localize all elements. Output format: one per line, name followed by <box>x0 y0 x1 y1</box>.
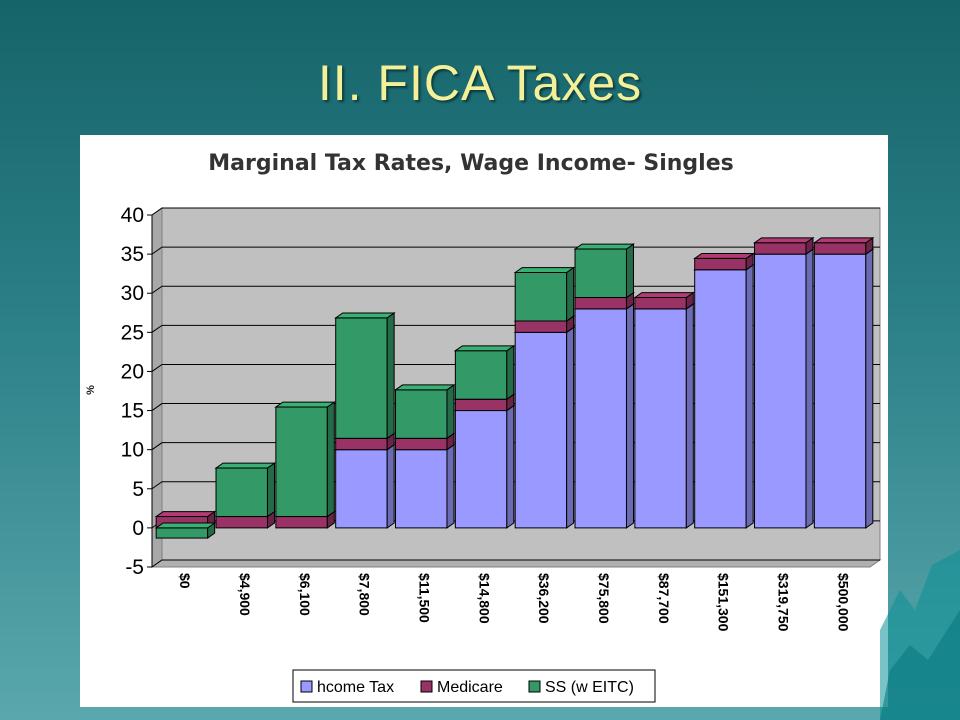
ss-bar <box>453 344 516 401</box>
chart-floor <box>150 559 882 568</box>
y-tick-label: 20 <box>121 360 144 383</box>
chart-panel: Marginal Tax Rates, Wage Income- Singles… <box>80 135 888 707</box>
income-tax-bar <box>812 248 875 529</box>
x-tick-label: $4,900 <box>237 573 253 616</box>
legend: hcome Tax Medicare SS (w EITC) <box>292 669 656 703</box>
legend-box <box>292 669 656 703</box>
income-tax-bar <box>752 248 815 529</box>
x-tick-label: $75,800 <box>596 573 612 624</box>
income-tax-bar <box>633 303 695 529</box>
medicare-bar <box>633 291 695 310</box>
medicare-bar <box>693 252 755 271</box>
legend-swatch <box>528 680 541 693</box>
corner-mountain-decoration <box>880 550 960 720</box>
income-tax-bar <box>693 263 755 529</box>
y-tick-label: 10 <box>121 439 144 462</box>
income-tax-bar <box>453 404 516 529</box>
ss-bar <box>334 312 396 440</box>
legend-label: SS (w EITC) <box>545 679 634 696</box>
y-tick-label: 25 <box>121 321 144 344</box>
y-tick-label: 40 <box>121 204 144 227</box>
ss-bar <box>573 243 636 299</box>
medicare-bar <box>752 236 815 256</box>
gridline <box>151 285 880 294</box>
legend-swatch <box>300 680 313 693</box>
y-tick-label: 35 <box>121 243 144 266</box>
y-tick-label: 15 <box>121 400 144 423</box>
income-tax-bar <box>513 326 576 529</box>
income-tax-bar <box>334 443 396 529</box>
x-tick-label: $0 <box>177 573 193 589</box>
gridline <box>151 246 880 255</box>
x-tick-label: $11,500 <box>417 573 433 623</box>
legend-swatch <box>420 680 433 693</box>
x-tick-label: $7,800 <box>357 573 373 616</box>
x-tick-label: $500,000 <box>835 573 851 632</box>
x-tick-label: $319,750 <box>776 573 792 632</box>
bar-chart: Marginal Tax Rates, Wage Income- Singles… <box>85 151 882 703</box>
ss-bar <box>393 383 456 440</box>
y-tick-label: -5 <box>125 556 144 579</box>
x-tick-label: $6,100 <box>297 573 313 616</box>
legend-label: hcome Tax <box>317 679 394 696</box>
y-tick-label: 30 <box>121 282 144 305</box>
legend-label: Medicare <box>437 679 503 696</box>
ss-bar <box>214 462 277 518</box>
gridline <box>151 559 880 568</box>
x-tick-label: $87,700 <box>656 573 672 624</box>
income-tax-bar <box>573 303 636 529</box>
income-tax-bar <box>393 443 456 529</box>
x-tick-label: $151,300 <box>716 573 732 632</box>
y-tick-label: 0 <box>132 517 144 540</box>
y-axis-label: % <box>85 385 97 395</box>
slide-title: II. FICA Taxes <box>317 55 643 111</box>
chart-title: Marginal Tax Rates, Wage Income- Singles <box>208 151 733 176</box>
x-tick-label: $14,800 <box>476 573 492 624</box>
y-tick-label: 5 <box>132 478 144 501</box>
ss-bar <box>513 266 576 322</box>
ss-bar <box>154 522 217 540</box>
x-tick-label: $36,200 <box>536 573 552 624</box>
medicare-bar <box>812 236 875 256</box>
plot-area: 40 35 30 25 20 15 10 5 0 -5 $0 $4,900 $6,100 $7,800 $1… <box>121 204 882 632</box>
gridline <box>151 207 880 216</box>
ss-bar <box>274 401 336 518</box>
